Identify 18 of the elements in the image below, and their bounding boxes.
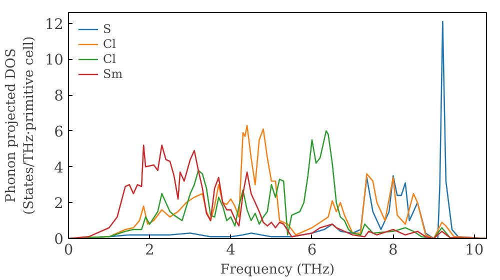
y-tick-label: 2: [54, 195, 64, 212]
y-tick-label: 10: [44, 52, 64, 69]
y-tick-label: 6: [54, 123, 64, 140]
x-tick-label: 2: [145, 242, 154, 258]
y-tick-label: 12: [44, 16, 64, 33]
x-axis-title: Frequency (THz): [220, 262, 335, 278]
legend-label: S: [103, 22, 112, 36]
y-tick-label: 8: [54, 88, 64, 105]
x-tick-label: 6: [307, 242, 317, 258]
x-tick-label: 8: [388, 242, 398, 258]
x-tick-label: 10: [465, 242, 484, 258]
legend-label: Sm: [103, 67, 123, 81]
x-tick-label: 4: [226, 242, 236, 258]
y-tick-label: 4: [54, 159, 64, 176]
y-tick-label: 0: [54, 231, 64, 248]
legend-label: Cl: [103, 37, 118, 51]
legend-label: Cl: [103, 52, 118, 66]
y-axis-title: Phonon projected DOS (States/THz·primitive cell): [4, 36, 37, 215]
